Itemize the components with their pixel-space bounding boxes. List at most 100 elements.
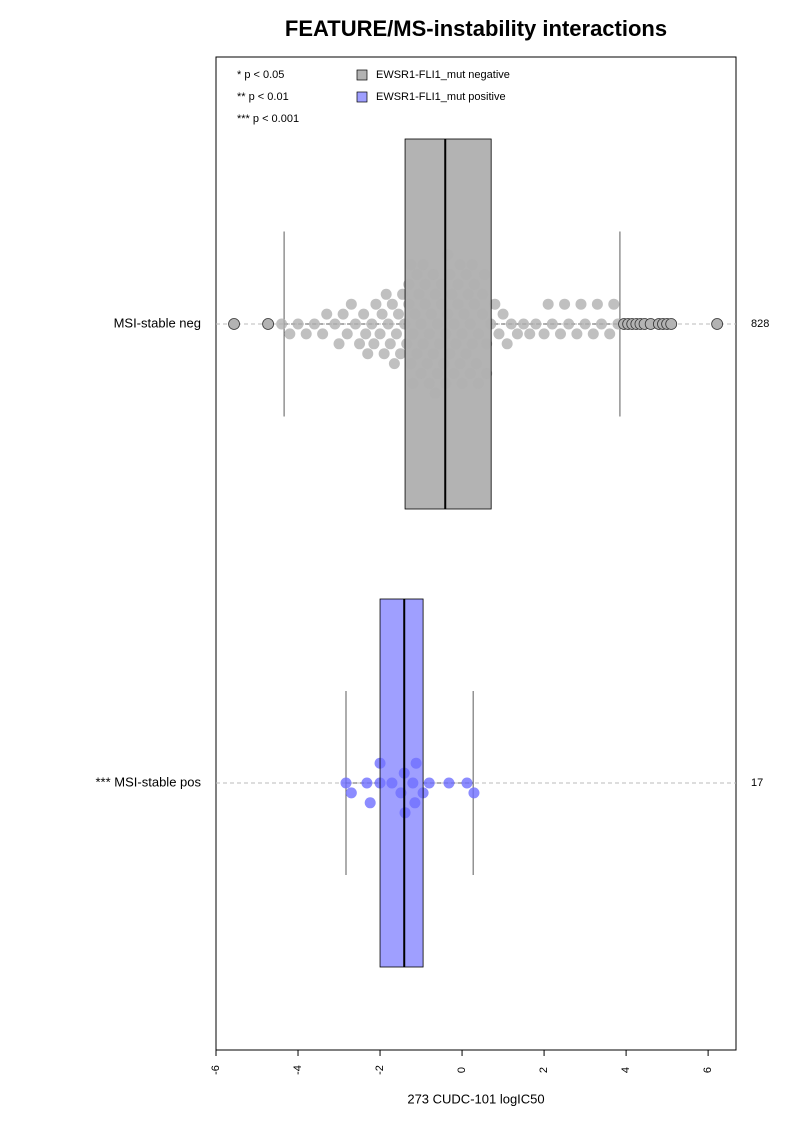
y-category-label: *** MSI-stable pos [96, 774, 202, 789]
data-point [452, 298, 464, 310]
data-point [443, 777, 455, 789]
data-point [370, 298, 382, 310]
data-point [392, 308, 404, 320]
data-point [524, 328, 536, 340]
data-point [413, 288, 425, 300]
x-tick-label: 6 [702, 1067, 714, 1073]
data-point [461, 777, 473, 789]
data-point [442, 308, 454, 320]
data-point [595, 318, 607, 330]
data-point [405, 259, 417, 271]
data-point [477, 288, 489, 300]
x-tick-label: -6 [210, 1065, 222, 1075]
data-point [411, 348, 423, 360]
data-point [317, 328, 329, 340]
data-point [292, 318, 304, 330]
data-point [399, 318, 411, 330]
data-point [415, 368, 427, 379]
data-point [321, 308, 333, 320]
box-outline [404, 138, 492, 510]
data-point [452, 278, 464, 290]
data-point [608, 298, 620, 310]
data-point [591, 298, 603, 310]
data-point [417, 338, 429, 350]
data-point [427, 269, 439, 280]
data-point [409, 308, 421, 320]
data-point [472, 328, 484, 340]
data-point [354, 338, 366, 350]
data-point [407, 328, 419, 340]
data-point [421, 358, 433, 370]
data-point [579, 318, 591, 330]
outlier [665, 318, 678, 330]
data-point [411, 269, 423, 280]
outlier [711, 318, 724, 330]
significance-note: ** p < 0.01 [237, 91, 289, 103]
data-point [380, 288, 392, 300]
data-point [329, 318, 341, 330]
legend-swatch [356, 69, 368, 81]
data-point [501, 338, 513, 350]
data-point [388, 358, 400, 370]
data-point [423, 377, 435, 389]
data-point [468, 298, 480, 310]
x-tick-label: 4 [620, 1067, 632, 1073]
data-point [386, 777, 398, 789]
data-point [345, 298, 357, 310]
data-point [458, 308, 470, 320]
data-point [345, 787, 357, 799]
legend-label: EWSR1-FLI1_mut positive [376, 91, 506, 103]
data-point [284, 328, 296, 340]
data-point [427, 348, 439, 360]
data-point [489, 298, 501, 310]
data-point [460, 348, 472, 360]
data-point [405, 358, 417, 370]
data-point [464, 318, 476, 330]
data-point [456, 377, 468, 389]
data-point [477, 308, 489, 320]
data-point [546, 318, 558, 330]
data-point [384, 338, 396, 350]
data-point [563, 318, 575, 330]
x-tick-label: 2 [538, 1067, 550, 1073]
data-point [454, 259, 466, 271]
data-point [493, 328, 505, 340]
data-point [505, 318, 517, 330]
legend-label: EWSR1-FLI1_mut negative [376, 69, 510, 81]
data-point [423, 777, 435, 789]
data-point [431, 318, 443, 330]
data-point [542, 298, 554, 310]
count-label: 17 [751, 777, 763, 789]
data-point [538, 328, 550, 340]
data-point [481, 338, 493, 350]
data-point [358, 308, 370, 320]
data-point [530, 318, 542, 330]
data-point [448, 368, 460, 379]
legend-swatch [356, 91, 368, 103]
data-point [403, 298, 415, 310]
data-point [409, 797, 421, 809]
x-tick-label: -4 [292, 1065, 304, 1075]
count-label: 828 [751, 318, 769, 330]
data-point [368, 338, 380, 350]
significance-note: * p < 0.05 [237, 69, 284, 81]
data-point [397, 288, 409, 300]
data-point [410, 757, 422, 769]
data-point [472, 377, 484, 389]
data-point [518, 318, 530, 330]
data-point [407, 777, 419, 789]
y-category-label: MSI-stable neg [114, 315, 201, 330]
data-point [587, 328, 599, 340]
data-point [403, 278, 415, 290]
data-point [446, 288, 458, 300]
data-point [361, 777, 373, 789]
data-point [460, 269, 472, 280]
data-point [366, 318, 378, 330]
chart-title: FEATURE/MS-instability interactions [285, 16, 667, 41]
x-tick-label: -2 [374, 1065, 386, 1075]
data-point [450, 338, 462, 350]
data-point [479, 269, 491, 280]
data-point [431, 368, 443, 379]
data-point [376, 308, 388, 320]
data-point [349, 318, 361, 330]
